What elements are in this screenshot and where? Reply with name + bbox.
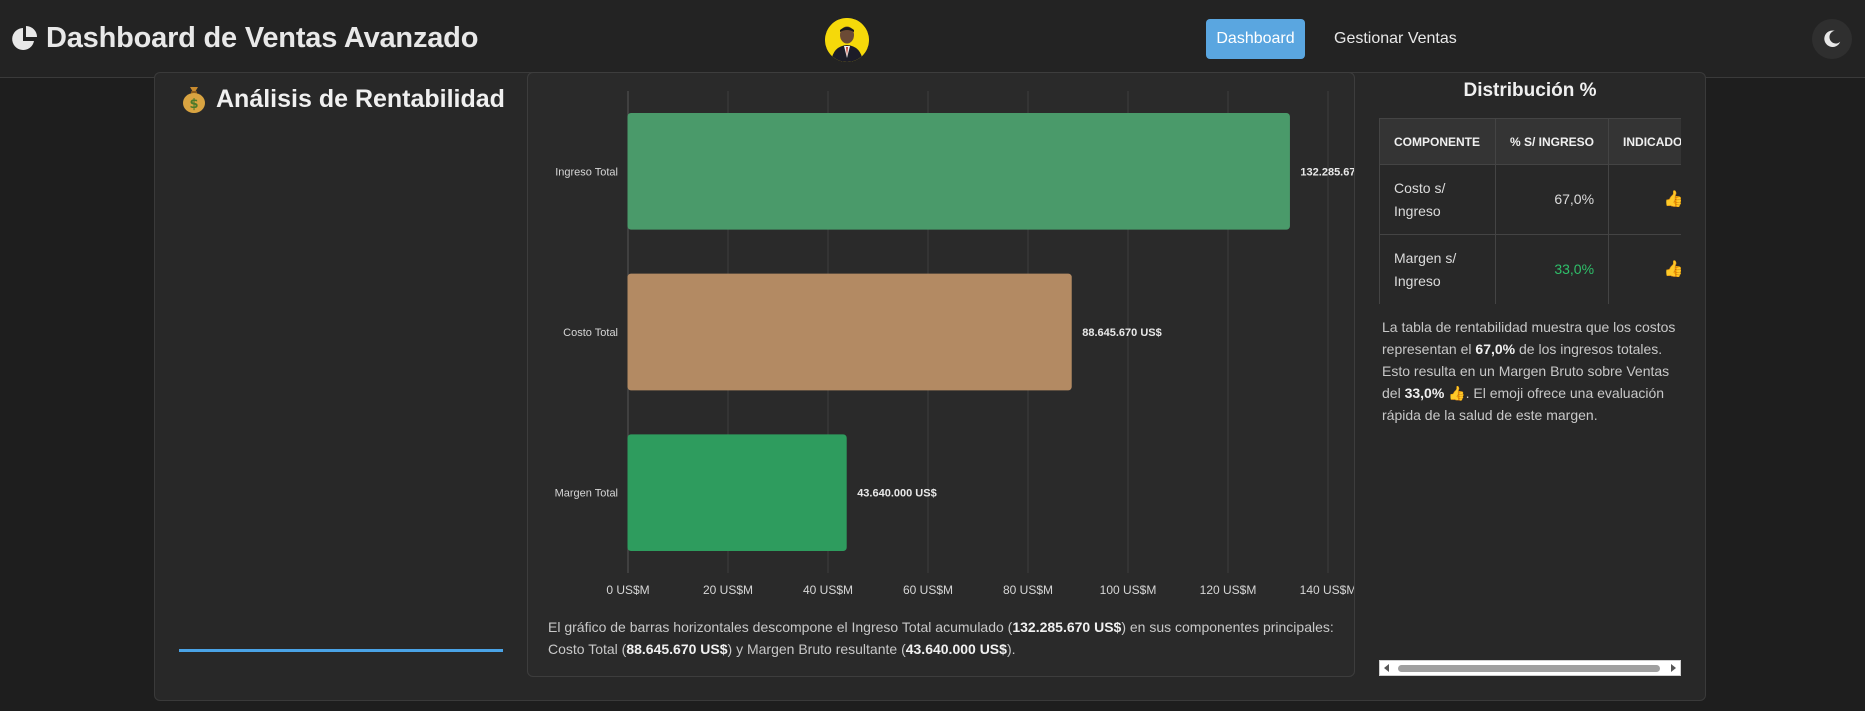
category-label: Costo Total — [563, 327, 618, 339]
column-header-percent: % S/ Ingreso — [1494, 118, 1610, 165]
column-header-component: Componente — [1379, 118, 1496, 165]
table-horizontal-scrollbar[interactable] — [1379, 660, 1681, 676]
bar — [627, 434, 847, 552]
thumbs-up-icon: 👍 — [1448, 385, 1466, 401]
column-header-indicator: Indicador — [1608, 118, 1681, 165]
navbar: Dashboard de Ventas Avanzado Dashboard G… — [0, 0, 1865, 78]
table-row: Costo s/ Ingreso 67,0% 👍 — [1379, 164, 1681, 235]
x-tick-label: 120 US$M — [1200, 583, 1257, 597]
row-component: Margen s/ Ingreso — [1379, 234, 1496, 304]
dist-desc-cost-percent: 67,0% — [1475, 341, 1516, 357]
brand[interactable]: Dashboard de Ventas Avanzado — [10, 22, 478, 55]
category-label: Margen Total — [555, 488, 618, 500]
chart-desc-cost: 88.645.670 US$ — [626, 641, 728, 657]
distribution-title: Distribución % — [1463, 80, 1597, 101]
distribution-table-scroll[interactable]: Componente % S/ Ingreso Indicador Costo … — [1379, 118, 1681, 304]
scroll-right-arrow-icon[interactable] — [1671, 664, 1676, 672]
bar — [627, 273, 1072, 391]
dist-desc-text: . El emoji ofrece una evaluación rápida … — [1382, 385, 1665, 423]
nav-dashboard-button[interactable]: Dashboard — [1206, 19, 1305, 59]
svg-text:$: $ — [189, 97, 198, 112]
distribution-table: Componente % S/ Ingreso Indicador Costo … — [1379, 118, 1681, 304]
bar — [627, 112, 1290, 230]
x-tick-label: 80 US$M — [1003, 583, 1053, 597]
accent-divider — [179, 649, 503, 652]
dist-desc-text: de los ingresos totales. Esto resulta en… — [1382, 341, 1670, 401]
data-label: 88.645.670 US$ — [1082, 327, 1162, 339]
section-title-text: Análisis de Rentabilidad — [216, 84, 505, 113]
distribution-description: La tabla de rentabilidad muestra que los… — [1382, 316, 1682, 426]
theme-toggle-button[interactable] — [1812, 19, 1852, 59]
data-label: 132.285.670 US$ — [1300, 166, 1354, 178]
chart-desc-income: 132.285.670 US$ — [1012, 619, 1122, 635]
chart-desc-margin: 43.640.000 US$ — [905, 641, 1007, 657]
x-tick-label: 20 US$M — [703, 583, 753, 597]
app-title: Dashboard de Ventas Avanzado — [46, 22, 479, 54]
chart-desc-text: ). — [1006, 641, 1016, 657]
bar-chart: 0 US$M 20 US$M 40 US$M 60 US$M 80 US$M 100 US… — [555, 91, 1354, 597]
x-tick-label: 0 US$M — [606, 583, 649, 597]
row-component: Costo s/ Ingreso — [1379, 164, 1496, 235]
dist-desc-text: La tabla de rentabilidad muestra que los… — [1382, 319, 1676, 357]
chart-desc-text: ) en sus componentes principales: Costo … — [548, 619, 1334, 657]
category-label: Ingreso Total — [555, 166, 618, 178]
moon-icon — [1824, 30, 1841, 47]
thumbs-up-icon: 👍 — [1608, 164, 1681, 235]
chart-desc-text: El gráfico de barras horizontales descom… — [548, 619, 1013, 635]
scroll-left-arrow-icon[interactable] — [1384, 664, 1389, 672]
thumbs-up-icon: 👍 — [1608, 234, 1681, 304]
row-percent: 33,0% — [1494, 234, 1610, 304]
user-photo — [825, 18, 869, 62]
chart-description: El gráfico de barras horizontales descom… — [548, 616, 1348, 660]
chart-panel: 0 US$M 20 US$M 40 US$M 60 US$M 80 US$M 100 US… — [527, 72, 1355, 677]
x-tick-label: 100 US$M — [1100, 583, 1157, 597]
dist-desc-margin-percent: 33,0% — [1404, 385, 1445, 401]
table-row: Margen s/ Ingreso 33,0% 👍 — [1379, 234, 1681, 304]
pie-chart-icon — [12, 25, 37, 50]
money-bag-icon: $ — [183, 87, 205, 113]
x-tick-label: 40 US$M — [803, 583, 853, 597]
scrollbar-thumb[interactable] — [1398, 665, 1660, 672]
chart-desc-text: ) y Margen Bruto resultante ( — [727, 641, 906, 657]
row-percent: 67,0% — [1494, 164, 1610, 235]
section-title: $ Análisis de Rentabilidad — [180, 84, 505, 114]
nav-manage-sales-link[interactable]: Gestionar Ventas — [1334, 30, 1457, 47]
table-header-row: Componente % S/ Ingreso Indicador — [1379, 118, 1681, 165]
x-tick-label: 140 US$M — [1300, 583, 1354, 597]
avatar[interactable] — [825, 18, 869, 62]
x-tick-label: 60 US$M — [903, 583, 953, 597]
data-label: 43.640.000 US$ — [857, 488, 937, 500]
